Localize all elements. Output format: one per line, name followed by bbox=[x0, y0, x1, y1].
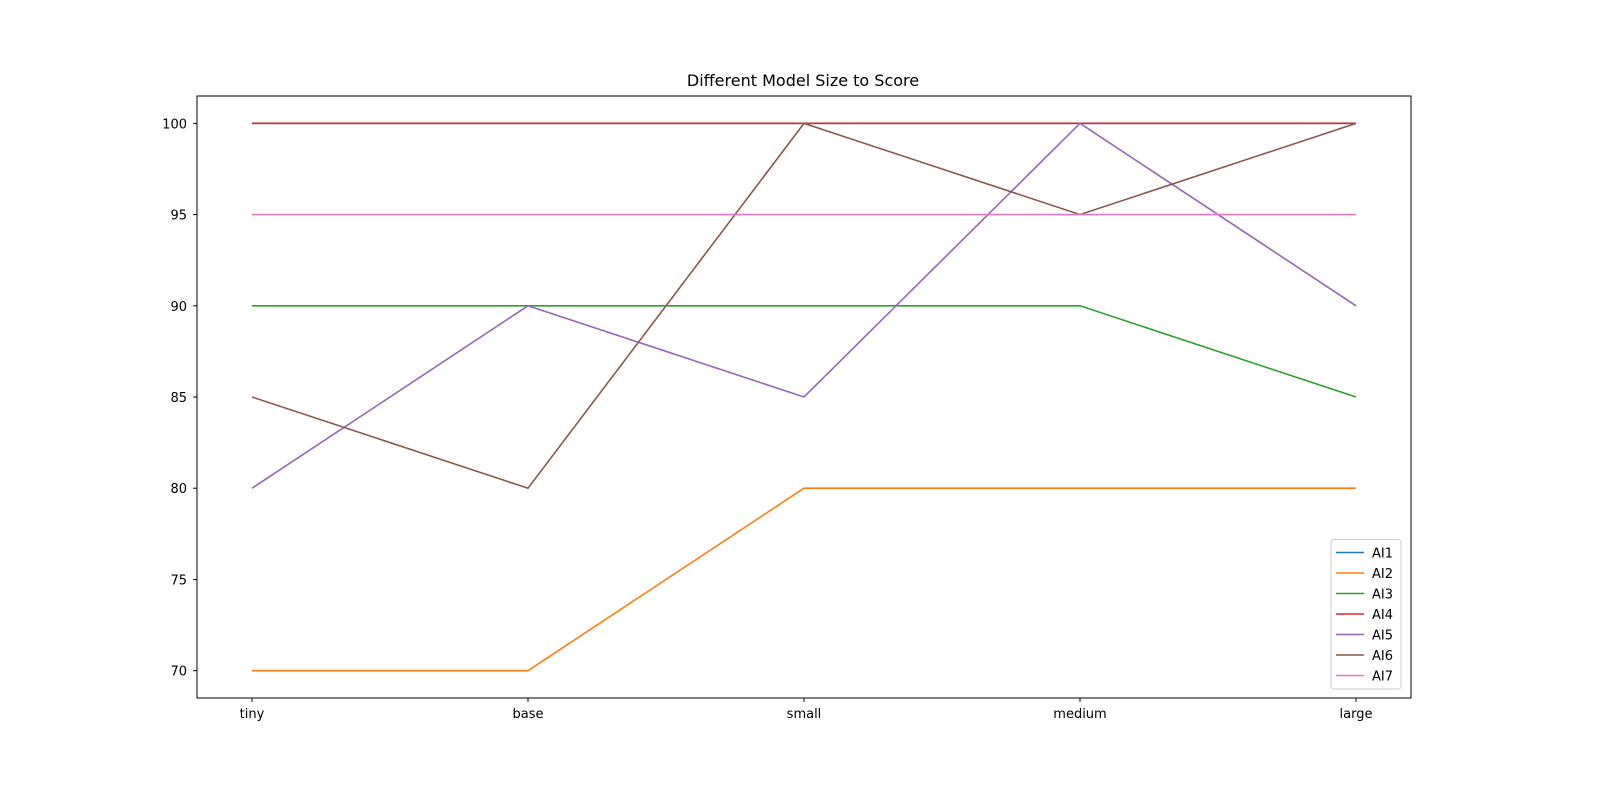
y-tick-label: 75 bbox=[170, 573, 187, 588]
x-tick-label: small bbox=[787, 707, 822, 722]
legend-label-ai2: AI2 bbox=[1372, 567, 1393, 582]
x-tick-label: medium bbox=[1053, 707, 1106, 722]
legend-label-ai5: AI5 bbox=[1372, 629, 1393, 644]
x-axis: tiny base small medium large bbox=[240, 698, 1373, 722]
y-tick-label: 90 bbox=[170, 300, 187, 315]
chart-title: Different Model Size to Score bbox=[687, 71, 919, 90]
series-line-ai6 bbox=[251, 122, 1357, 490]
legend-label-ai4: AI4 bbox=[1372, 608, 1393, 623]
plot-area bbox=[251, 122, 1357, 672]
y-tick-label: 100 bbox=[162, 117, 187, 132]
x-tick-label: large bbox=[1340, 707, 1373, 722]
legend: AI1 AI2 AI3 AI4 AI5 AI6 AI7 bbox=[1330, 539, 1402, 690]
x-tick-label: base bbox=[513, 707, 544, 722]
y-tick-label: 95 bbox=[170, 209, 187, 224]
y-tick-label: 80 bbox=[170, 482, 187, 497]
legend-label-ai1: AI1 bbox=[1372, 547, 1393, 562]
legend-label-ai6: AI6 bbox=[1372, 649, 1393, 664]
y-tick-label: 70 bbox=[170, 665, 187, 680]
series-line-ai2 bbox=[252, 487, 1356, 672]
legend-label-ai7: AI7 bbox=[1372, 670, 1393, 685]
legend-label-ai3: AI3 bbox=[1372, 588, 1393, 603]
x-tick-label: tiny bbox=[240, 707, 265, 722]
series-line-ai3 bbox=[252, 304, 1357, 398]
y-tick-label: 85 bbox=[170, 391, 187, 406]
legend-box bbox=[1330, 539, 1402, 690]
y-axis: 70 75 80 85 90 95 100 bbox=[162, 117, 197, 680]
